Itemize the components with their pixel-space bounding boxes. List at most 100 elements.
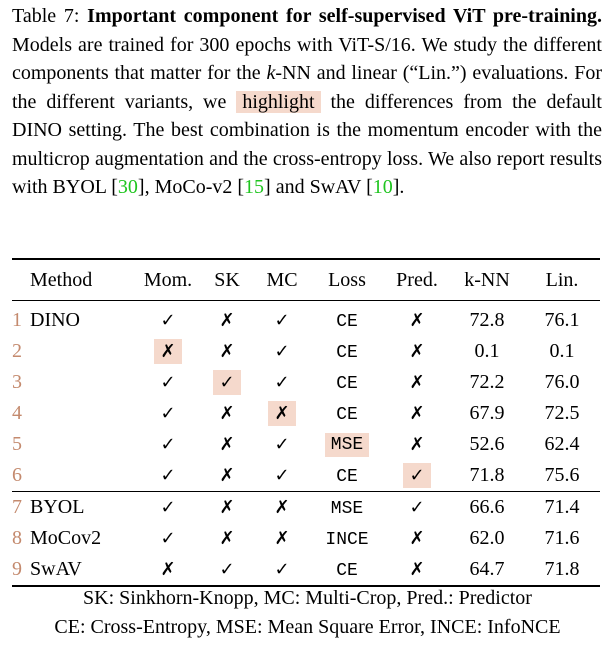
table-cell: 4 [12,398,136,429]
note-line: SK: Sinkhorn-Knopp, MC: Multi-Crop, Pred… [83,587,532,609]
table-cell: 0.1 [450,336,524,367]
cell-text: MSE [330,499,364,519]
cell-text: ✓ [274,465,290,486]
row-index: 2 [12,340,22,362]
table-row: 5 ✓ ✗ ✓ MSE ✗ 52.6 62.4 [12,429,600,460]
table-cell: CE [310,554,384,586]
cell-text: ✗ [409,559,425,580]
table-cell: 76.0 [524,367,600,398]
cell-text: ✗ [409,341,425,362]
table-cell: CE [310,367,384,398]
header-row: Method Mom. SK MC Loss Pred. k-NN Lin. [12,259,600,301]
highlighted-cell: MSE [324,433,370,457]
citation[interactable]: 10 [372,176,393,198]
cell-text: ✓ [160,310,176,331]
row-index: 1 [12,309,22,331]
cell-text: CE [336,343,358,363]
table-cell: ✓ [136,492,200,524]
cell-text: 75.6 [544,464,580,486]
table-row: 6 ✓ ✗ ✓ CE ✓ 71.8 75.6 [12,460,600,492]
table-cell: 66.6 [450,492,524,524]
table-cell: ✗ [200,336,254,367]
caption-text: k [266,62,276,84]
row-index: 7 [12,496,22,518]
cell-text: 72.8 [469,309,505,331]
highlighted-cell: ✓ [213,370,241,395]
cell-text: 62.4 [544,433,580,455]
column-header: SK [214,268,240,291]
table-cell: 71.8 [450,460,524,492]
cell-text: 71.6 [544,527,580,549]
table-cell: 71.6 [524,523,600,554]
column-header: Lin. [545,268,579,291]
cell-text: 0.1 [549,340,575,362]
table-cell: 3 [12,367,136,398]
cell-text: 52.6 [469,433,505,455]
table-row: 8 MoCov2 ✓ ✗ ✗ INCE ✗ 62.0 71.6 [12,523,600,554]
table-cell: 5 [12,429,136,460]
table-cell: ✓ [136,398,200,429]
cell-text: 67.9 [469,402,505,424]
cell-text: ✓ [274,434,290,455]
table-row: 2 ✗ ✗ ✓ CE ✗ 0.1 0.1 [12,336,600,367]
table-cell: MSE [310,429,384,460]
cell-text: INCE [325,530,369,550]
table-cell: 8 MoCov2 [12,523,136,554]
cell-text: ✗ [274,528,290,549]
table-cell: 2 [12,336,136,367]
cell-text: ✗ [219,310,235,331]
citation[interactable]: 15 [244,176,265,198]
table-cell: 1 DINO [12,301,136,337]
citation[interactable]: 30 [117,176,138,198]
table-row: 9 SwAV ✗ ✓ ✓ CE ✗ 64.7 71.8 [12,554,600,586]
method-name: SwAV [30,558,82,580]
caption-text: ]. [392,176,405,198]
cell-text: ✗ [409,528,425,549]
table-cell: ✓ [254,336,310,367]
cell-text: 71.4 [544,496,580,518]
cell-text: 62.0 [469,527,505,549]
cell-text: ✓ [160,372,176,393]
cell-text: ✓ [160,497,176,518]
caption-title: Important component for self-supervised … [87,5,602,27]
method-name: BYOL [30,496,85,518]
table-cell: 71.4 [524,492,600,524]
table-cell: ✗ [200,523,254,554]
cell-text: ✓ [274,341,290,362]
cell-text: ✓ [160,528,176,549]
cell-text: ✗ [219,341,235,362]
cell-text: ✓ [409,497,425,518]
cell-text: ✓ [274,372,290,393]
row-group: 1 DINO ✓ ✗ ✓ CE ✗ 72.8 76.1 2 ✗ ✗ ✓ CE ✗ 0.1 0.1 3 ✓ ✓ ✓ CE ✗ 7… [12,301,600,492]
table-cell: ✗ [384,367,450,398]
cell-text: ✗ [219,497,235,518]
column-header: Pred. [396,268,438,291]
table-cell: ✗ [254,523,310,554]
row-index: 4 [12,402,22,424]
table-row: 7 BYOL ✓ ✗ ✗ MSE ✓ 66.6 71.4 [12,492,600,524]
caption-text: the differences from the default DINO se… [12,90,602,199]
cell-text: 71.8 [544,558,580,580]
cell-text: 72.2 [469,371,505,393]
column-header: Mom. [143,268,193,291]
table-cell: ✗ [384,301,450,337]
notes: SK: Sinkhorn-Knopp, MC: Multi-Crop, Pred… [0,584,615,642]
table-cell: ✓ [136,460,200,492]
cell-text: 76.0 [544,371,580,393]
cell-text: ✓ [274,559,290,580]
cell-text: ✓ [160,434,176,455]
table-cell: ✗ [200,460,254,492]
cell-text: 76.1 [544,309,580,331]
row-group: 7 BYOL ✓ ✗ ✗ MSE ✓ 66.6 71.4 8 MoCov2 ✓ ✗ ✗ INCE ✗ 62.0 7… [12,491,600,586]
table-cell: ✓ [200,367,254,398]
table-cell: 76.1 [524,301,600,337]
cell-text: 0.1 [474,340,500,362]
table-cell: ✓ [254,460,310,492]
highlighted-cell: ✗ [268,401,296,426]
table-cell: ✗ [200,492,254,524]
cell-text: ✓ [219,559,235,580]
table-cell: CE [310,398,384,429]
cell-text: CE [336,374,358,394]
table-cell: 75.6 [524,460,600,492]
table-cell: 7 BYOL [12,492,136,524]
